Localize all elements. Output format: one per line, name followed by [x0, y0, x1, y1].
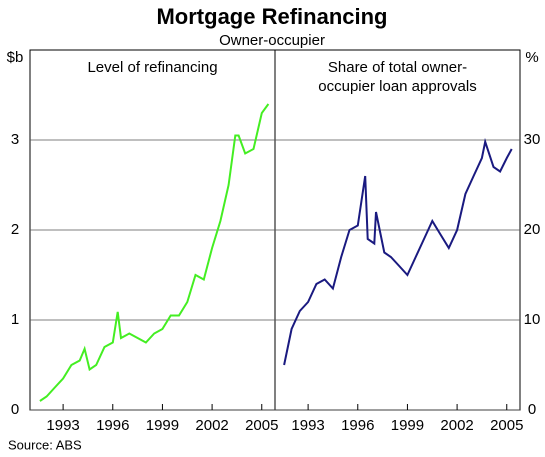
y-axis-label: % [525, 49, 538, 66]
x-tick-label: 1996 [341, 417, 374, 434]
y-tick-label: 1 [11, 311, 19, 328]
x-tick-label: 1999 [391, 417, 424, 434]
y-tick-label: 20 [524, 221, 541, 238]
chart-subtitle: Owner-occupier [219, 32, 325, 49]
x-tick-label: 1993 [291, 417, 324, 434]
y-tick-label: 2 [11, 221, 19, 238]
x-tick-label: 1999 [146, 417, 179, 434]
x-tick-label: 1996 [96, 417, 129, 434]
x-tick-label: 2005 [490, 417, 523, 434]
y-tick-label: 0 [11, 401, 19, 418]
y-tick-label: 10 [524, 311, 541, 328]
x-tick-label: 2002 [195, 417, 228, 434]
panel-title: Level of refinancing [87, 59, 217, 76]
panel-title: occupier loan approvals [318, 78, 476, 95]
data-line [39, 103, 270, 402]
data-line [283, 137, 513, 366]
source: Source: ABS [8, 437, 82, 452]
x-tick-label: 2005 [245, 417, 278, 434]
panel-title: Share of total owner- [328, 59, 467, 76]
y-tick-label: 30 [524, 131, 541, 148]
y-axis-label: $b [7, 49, 24, 66]
chart-title: Mortgage Refinancing [156, 4, 387, 29]
y-tick-label: 3 [11, 131, 19, 148]
y-tick-label: 0 [528, 401, 536, 418]
x-tick-label: 2002 [440, 417, 473, 434]
x-tick-label: 1993 [46, 417, 79, 434]
